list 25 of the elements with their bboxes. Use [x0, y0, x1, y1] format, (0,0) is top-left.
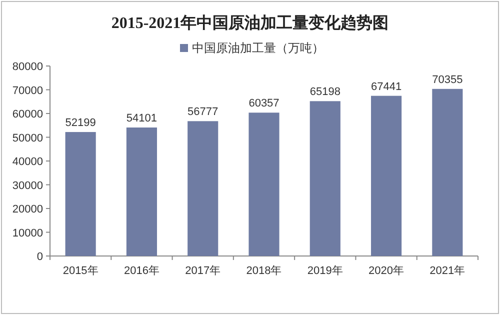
data-label: 54101 [126, 112, 158, 125]
data-label: 67441 [370, 80, 402, 93]
x-tick-label: 2021年 [430, 265, 466, 277]
y-tick-label: 20000 [12, 204, 43, 216]
data-label: 52199 [65, 117, 96, 130]
x-tick-label: 2016年 [124, 265, 160, 277]
x-tick-label: 2019年 [307, 265, 343, 277]
data-label: 56777 [188, 106, 218, 118]
y-tick-label: 0 [36, 251, 43, 263]
y-tick-label: 40000 [12, 156, 43, 168]
x-tick-label: 2015年 [62, 265, 98, 277]
y-tick-label: 50000 [12, 132, 43, 144]
x-tick-label: 2018年 [246, 265, 282, 277]
x-tick-label: 2020年 [368, 265, 404, 277]
chart-title: 2015-2021年中国原油加工量变化趋势图 [111, 14, 389, 32]
data-label: 60357 [248, 98, 280, 110]
data-label: 65198 [310, 86, 340, 98]
y-tick-label: 10000 [12, 227, 43, 240]
x-tick-label: 2017年 [185, 265, 221, 277]
data-label: 70355 [432, 74, 463, 86]
y-tick-label: 30000 [12, 180, 43, 192]
y-tick-label: 70000 [12, 84, 43, 97]
y-tick-label: 80000 [12, 61, 43, 73]
y-tick-label: 60000 [12, 108, 43, 120]
legend: 中国原油加工量（万吨） [180, 41, 324, 55]
